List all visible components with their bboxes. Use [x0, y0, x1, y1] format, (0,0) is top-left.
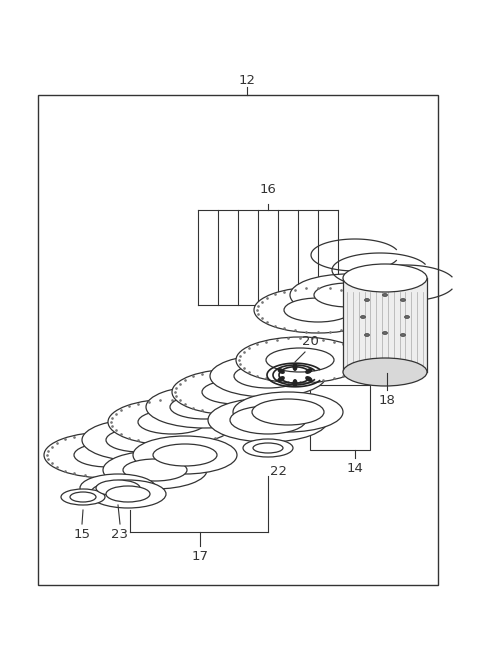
Ellipse shape	[314, 283, 382, 307]
Ellipse shape	[208, 398, 328, 442]
Ellipse shape	[284, 298, 352, 322]
Ellipse shape	[305, 368, 312, 374]
Ellipse shape	[106, 486, 150, 502]
Ellipse shape	[172, 369, 300, 415]
Ellipse shape	[253, 443, 283, 453]
Ellipse shape	[343, 264, 427, 292]
Text: 16: 16	[260, 183, 276, 196]
Ellipse shape	[138, 410, 206, 434]
Text: 12: 12	[239, 73, 255, 87]
Ellipse shape	[123, 459, 187, 481]
Ellipse shape	[210, 355, 326, 397]
Ellipse shape	[383, 293, 387, 297]
Bar	[38, 95, 438, 585]
Ellipse shape	[290, 274, 406, 316]
Ellipse shape	[254, 287, 382, 333]
Ellipse shape	[292, 363, 298, 371]
Ellipse shape	[146, 386, 262, 428]
Ellipse shape	[44, 432, 172, 478]
Text: 14: 14	[347, 462, 363, 475]
Ellipse shape	[230, 406, 306, 434]
Ellipse shape	[277, 376, 285, 382]
Ellipse shape	[90, 480, 166, 508]
Ellipse shape	[383, 331, 387, 335]
Ellipse shape	[364, 298, 370, 302]
Text: 17: 17	[192, 550, 208, 563]
Text: 23: 23	[111, 528, 129, 541]
Ellipse shape	[305, 376, 312, 382]
Ellipse shape	[364, 333, 370, 337]
Ellipse shape	[243, 439, 293, 457]
Ellipse shape	[234, 364, 302, 388]
Ellipse shape	[277, 368, 285, 374]
Ellipse shape	[80, 474, 156, 502]
Ellipse shape	[400, 298, 406, 302]
Ellipse shape	[170, 395, 238, 419]
Ellipse shape	[82, 419, 198, 461]
Text: 22: 22	[270, 465, 287, 478]
Bar	[310, 385, 370, 450]
Ellipse shape	[103, 451, 207, 489]
Ellipse shape	[108, 399, 236, 445]
Ellipse shape	[360, 316, 365, 319]
Ellipse shape	[252, 399, 324, 425]
Bar	[343, 278, 427, 373]
Ellipse shape	[405, 316, 409, 319]
Ellipse shape	[106, 428, 174, 452]
Text: 15: 15	[73, 528, 91, 541]
Ellipse shape	[61, 489, 105, 505]
Ellipse shape	[233, 392, 343, 432]
Ellipse shape	[133, 436, 237, 474]
Ellipse shape	[236, 337, 364, 383]
Ellipse shape	[74, 443, 142, 467]
Ellipse shape	[292, 379, 298, 387]
Ellipse shape	[266, 348, 334, 372]
Ellipse shape	[400, 333, 406, 337]
Text: 18: 18	[379, 394, 396, 407]
Text: 20: 20	[301, 335, 318, 348]
Ellipse shape	[96, 480, 140, 496]
Ellipse shape	[70, 492, 96, 502]
Ellipse shape	[153, 444, 217, 466]
Ellipse shape	[202, 380, 270, 404]
Ellipse shape	[343, 358, 427, 386]
